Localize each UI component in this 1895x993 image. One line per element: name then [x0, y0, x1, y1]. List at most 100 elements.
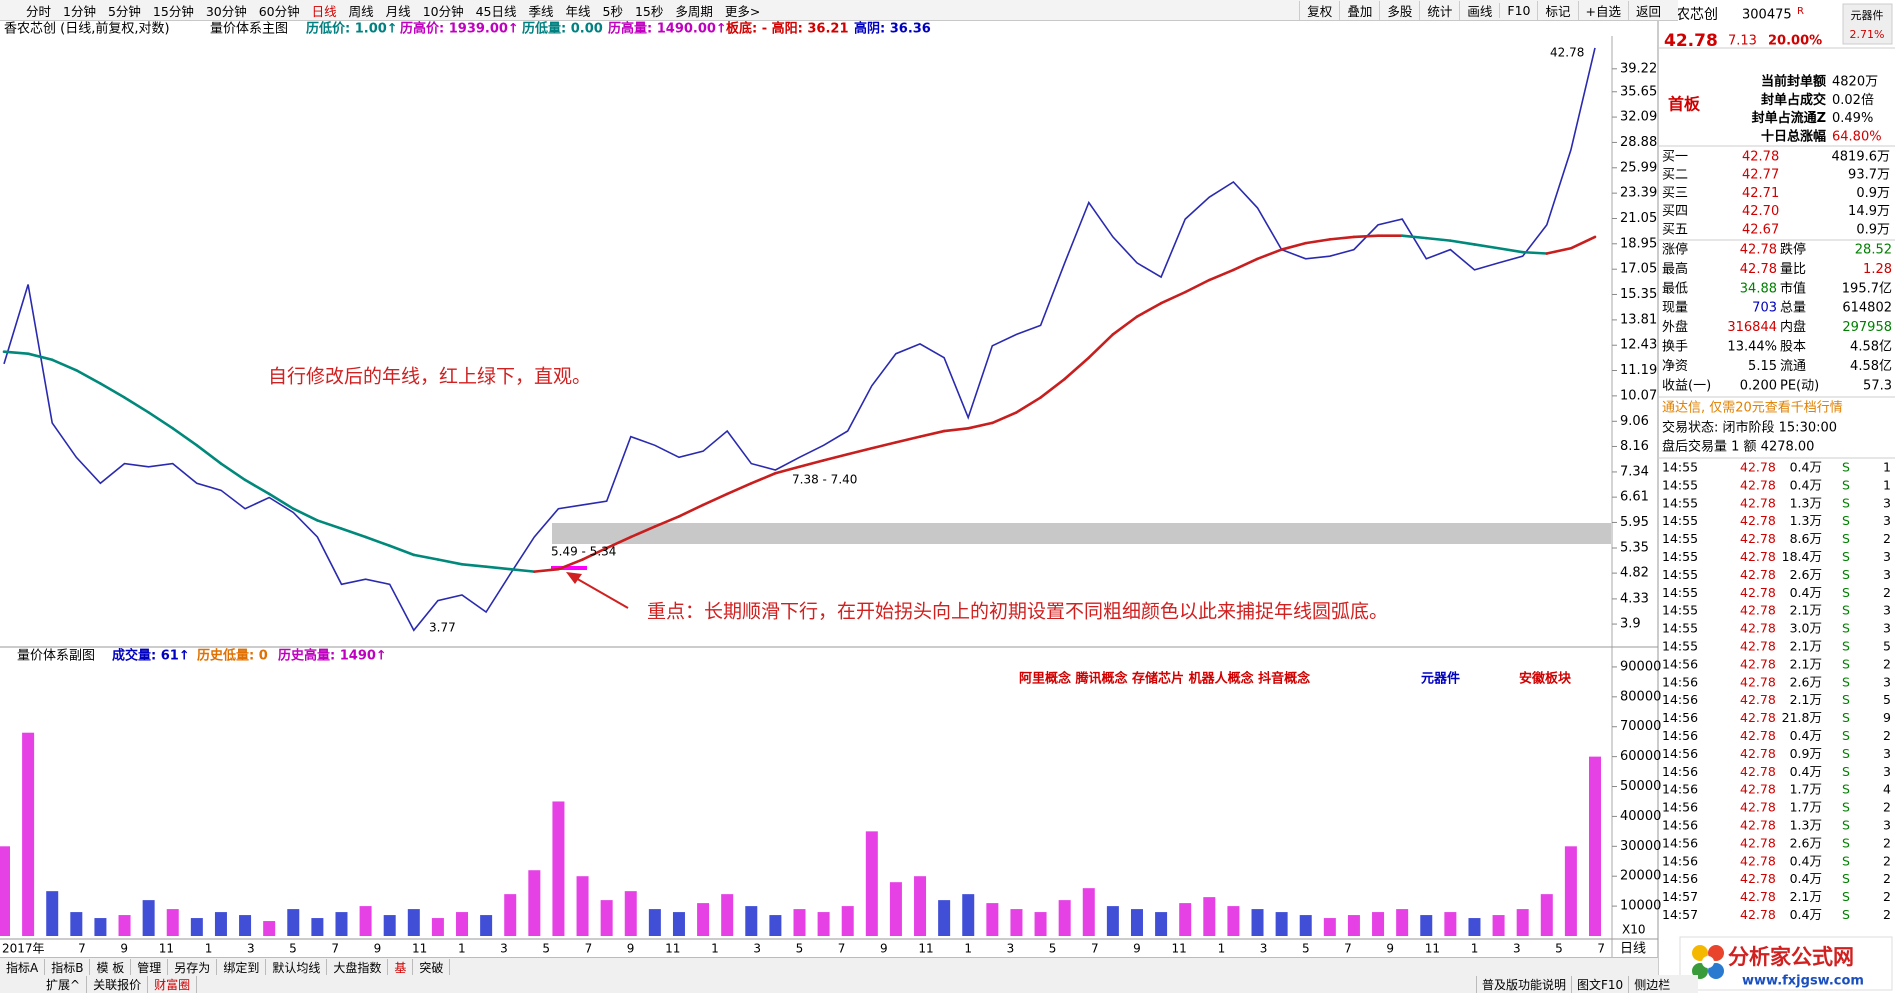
toolbar-button[interactable]: 30分钟	[205, 3, 247, 19]
toolbar-button[interactable]: 15秒	[634, 3, 664, 19]
y-tick-label: 60000	[1620, 749, 1661, 764]
tab[interactable]: 突破	[413, 958, 451, 976]
y-tick-label: 13.81	[1620, 312, 1657, 327]
volume-bar	[1516, 909, 1529, 936]
volume-bar	[190, 918, 203, 936]
stat-label: 最低	[1662, 281, 1688, 296]
toolbar-button[interactable]: 标记	[1537, 0, 1577, 20]
tab[interactable]: 默认均线	[266, 958, 328, 976]
tick-time: 14:56	[1662, 871, 1698, 886]
y-tick-label: 28.88	[1620, 135, 1657, 150]
volume-bar	[142, 900, 155, 936]
tick-volume: 2.1万	[1790, 639, 1822, 654]
tab[interactable]: 图文F10	[1571, 975, 1628, 993]
tab[interactable]: 大盘指数	[327, 958, 389, 976]
year-line-segment	[1545, 246, 1573, 255]
x-tick-label: 11	[412, 942, 427, 956]
x-tick-label: 5	[542, 942, 550, 956]
stat-label: 总量	[1780, 301, 1806, 316]
tab[interactable]: 关联报价	[87, 975, 149, 993]
toolbar-button[interactable]: 分时	[26, 3, 52, 19]
x-tick-label: 1	[711, 942, 719, 956]
x-tick-label: 5	[1555, 942, 1563, 956]
tick-volume: 21.8万	[1782, 710, 1822, 725]
tick-volume: 0.4万	[1790, 907, 1822, 922]
year-line-segment	[1015, 396, 1042, 414]
toolbar-button[interactable]: 5分钟	[107, 3, 141, 19]
toolbar-button[interactable]: +自选	[1577, 0, 1628, 20]
year-line-segment	[533, 567, 560, 573]
petal	[1708, 963, 1724, 979]
toolbar-button[interactable]: 多股	[1379, 0, 1419, 20]
stat-value: 703	[1752, 301, 1777, 316]
stat-label: 跌停	[1780, 242, 1806, 258]
header-item: 量价体系主图	[210, 22, 288, 37]
toolbar-button[interactable]: 统计	[1419, 0, 1459, 20]
tick-count: 3	[1883, 621, 1891, 636]
seal-label: 封单占成交	[1761, 92, 1826, 108]
tick-side: S	[1842, 800, 1850, 815]
concept-tag: 安徽板块	[1519, 671, 1572, 687]
tab[interactable]: 另存为	[168, 958, 218, 976]
annotation: 5.49 - 5.34	[551, 545, 616, 559]
year-line-segment	[195, 443, 223, 465]
tick-time: 14:56	[1662, 746, 1698, 761]
stat-value: 0.200	[1740, 378, 1777, 393]
toolbar-button[interactable]: 45日线	[475, 3, 517, 19]
stat-value: 28.52	[1855, 243, 1892, 258]
toolbar-button[interactable]: 复权	[1299, 0, 1339, 20]
sector-box	[1842, 3, 1893, 45]
tab[interactable]: 管理	[131, 958, 169, 976]
toolbar-button[interactable]: 月线	[385, 3, 411, 19]
tick-side: S	[1842, 710, 1850, 725]
tab[interactable]: 扩展^	[40, 975, 88, 993]
toolbar-button[interactable]: 季线	[528, 3, 554, 19]
toolbar-button[interactable]: 日线	[311, 3, 337, 19]
tab[interactable]: 财富圈	[148, 975, 198, 993]
year-line-segment	[1569, 235, 1597, 250]
year-line-segment	[1135, 301, 1163, 318]
seal-value: 4820万	[1832, 75, 1878, 90]
header-item: 历低价: 1.00↑	[306, 21, 398, 37]
toolbar-button[interactable]: 10分钟	[422, 3, 464, 19]
tab[interactable]: 普及版功能说明	[1476, 975, 1571, 993]
year-line-segment	[1449, 239, 1476, 246]
tick-time: 14:55	[1662, 513, 1698, 528]
arrow	[573, 576, 629, 609]
toolbar-button[interactable]: F10	[1499, 2, 1537, 18]
y-tick-label: 8.16	[1620, 439, 1649, 454]
toolbar-button[interactable]: 叠加	[1339, 0, 1379, 20]
toolbar-button[interactable]: 5秒	[602, 3, 623, 19]
tick-count: 2	[1883, 853, 1891, 868]
toolbar-button[interactable]: 画线	[1459, 0, 1499, 20]
toolbar-button[interactable]: 周线	[348, 3, 374, 19]
tab[interactable]: 指标A	[0, 958, 46, 976]
stat-value: 1.28	[1863, 262, 1892, 277]
toolbar-button[interactable]: 15分钟	[152, 3, 194, 19]
toolbar-button[interactable]: 多周期	[675, 3, 713, 19]
y-tick-label: 20000	[1620, 869, 1661, 884]
year-line-segment	[243, 478, 271, 496]
tick-count: 2	[1883, 728, 1891, 743]
tick-time: 14:55	[1662, 531, 1698, 546]
tab[interactable]: 绑定到	[217, 958, 267, 976]
toolbar-button[interactable]: 1分钟	[63, 3, 96, 19]
volume-bar	[0, 846, 10, 936]
toolbar-button[interactable]: 更多>	[724, 3, 761, 19]
tick-volume: 2.1万	[1790, 656, 1822, 671]
toolbar-button[interactable]: 60分钟	[258, 3, 300, 19]
tab[interactable]: 指标B	[45, 958, 91, 976]
tab[interactable]: 模 板	[90, 958, 132, 976]
bottom-tabs: 指标A 指标B 模 板管理 另存为 绑定到 默认均线 大盘指数基突破	[0, 957, 1658, 976]
x-tick-label: 11	[1172, 942, 1187, 956]
year-line-segment	[1521, 250, 1549, 255]
tab[interactable]: 侧边栏	[1628, 975, 1675, 993]
volume-bar	[383, 915, 396, 936]
tick-price: 42.78	[1740, 674, 1776, 689]
toolbar-button[interactable]: 返回	[1627, 0, 1668, 20]
tick-volume: 0.4万	[1790, 728, 1822, 743]
toolbar-button[interactable]: 年线	[565, 3, 591, 19]
volume-bar	[22, 732, 35, 936]
tab[interactable]: 基	[388, 958, 414, 976]
